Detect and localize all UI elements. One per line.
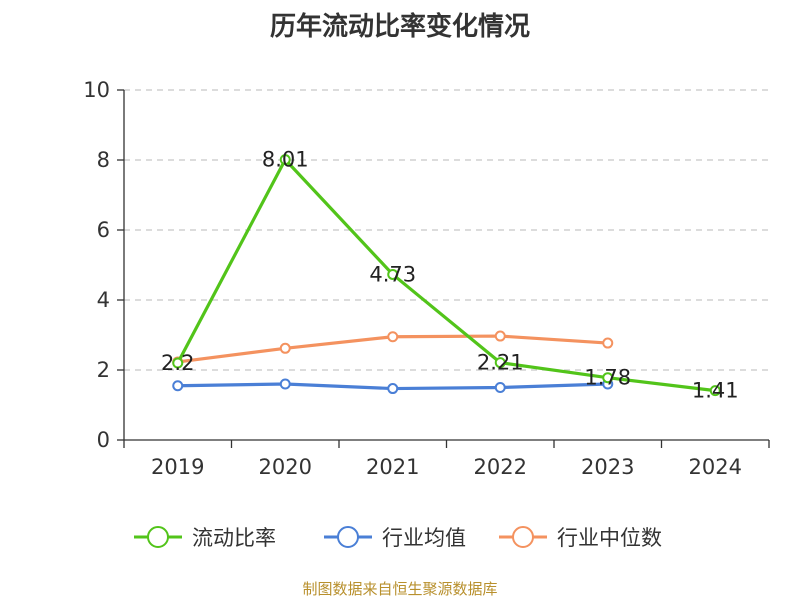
y-tick-label: 8 xyxy=(97,148,110,172)
y-tick-label: 0 xyxy=(97,428,110,452)
source-note: 制图数据来自恒生聚源数据库 xyxy=(302,580,498,598)
data-label: 4.73 xyxy=(369,262,416,286)
y-tick-label: 2 xyxy=(97,358,110,382)
data-label: 1.41 xyxy=(692,379,739,403)
legend-label: 行业中位数 xyxy=(557,526,662,550)
legend-marker xyxy=(512,526,534,548)
y-tick-label: 4 xyxy=(97,288,110,312)
legend-marker xyxy=(147,526,169,548)
data-point xyxy=(279,378,291,390)
legend-marker xyxy=(337,526,359,548)
x-tick-label: 2020 xyxy=(259,455,312,479)
chart-title: 历年流动比率变化情况 xyxy=(269,12,530,42)
legend-label: 流动比率 xyxy=(192,526,276,550)
data-point xyxy=(494,357,506,369)
data-point xyxy=(387,268,399,280)
y-tick-label: 6 xyxy=(97,218,110,242)
data-label: 8.01 xyxy=(262,148,309,172)
data-point xyxy=(709,385,721,397)
data-point xyxy=(387,383,399,395)
y-tick-label: 10 xyxy=(83,78,110,102)
data-point xyxy=(387,331,399,343)
x-tick-label: 2024 xyxy=(689,455,742,479)
data-point xyxy=(279,342,291,354)
data-point xyxy=(602,337,614,349)
data-label: 2.21 xyxy=(477,351,524,375)
data-point xyxy=(279,154,291,166)
x-tick-label: 2021 xyxy=(366,455,419,479)
data-point xyxy=(602,372,614,384)
data-point xyxy=(494,330,506,342)
x-tick-label: 2022 xyxy=(474,455,527,479)
data-label: 2.2 xyxy=(161,351,194,375)
series-line xyxy=(176,158,716,393)
legend-label: 行业均值 xyxy=(382,526,466,550)
x-tick-label: 2023 xyxy=(581,455,634,479)
data-point xyxy=(494,382,506,393)
data-point xyxy=(172,357,184,369)
data-label: 1.78 xyxy=(584,366,631,390)
data-point xyxy=(172,380,184,392)
x-tick-label: 2019 xyxy=(151,455,204,479)
